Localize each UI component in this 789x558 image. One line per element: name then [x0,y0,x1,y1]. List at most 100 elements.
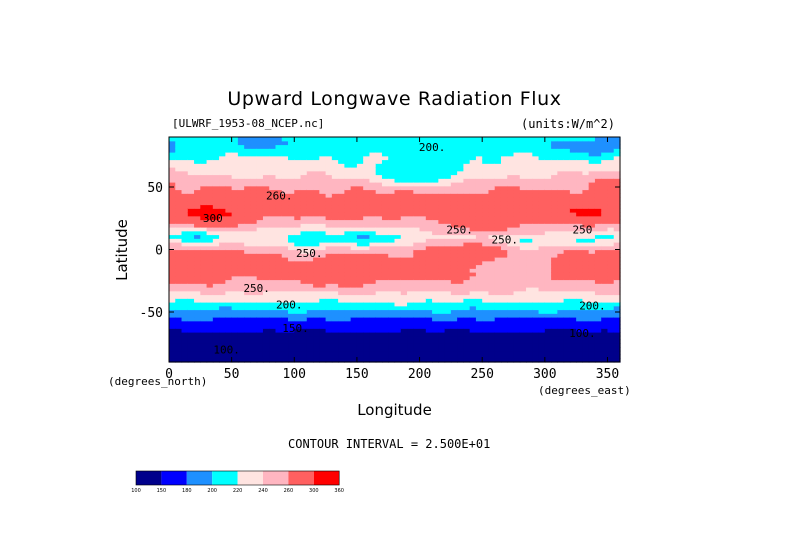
heatmap-cell [457,257,465,262]
heatmap-cell [538,268,546,273]
heatmap-cell [582,170,590,176]
heatmap-cell [488,193,496,198]
heatmap-cell [381,275,389,281]
heatmap-cell [526,137,533,142]
heatmap-cell [607,313,615,318]
heatmap-cell [194,238,201,243]
heatmap-cell [200,253,208,258]
heatmap-cell [269,215,277,221]
heatmap-cell [363,275,371,281]
heatmap-cell [225,227,233,232]
heatmap-cell [613,358,621,363]
heatmap-cell [187,155,195,161]
heatmap-cell [281,354,289,359]
heatmap-cell [576,343,584,348]
heatmap-cell [413,343,421,348]
heatmap-cell [413,204,421,209]
heatmap-cell [394,140,402,146]
heatmap-cell [526,242,533,247]
heatmap-cell [482,358,490,363]
heatmap-cell [363,219,371,224]
heatmap-cell [356,230,364,236]
heatmap-cell [275,264,283,269]
heatmap-cell [331,223,339,228]
heatmap-cell [231,212,239,217]
heatmap-cell [338,249,345,254]
heatmap-cell [200,230,208,236]
heatmap-cell [206,339,214,344]
heatmap-cell [519,290,527,296]
heatmap-cell [269,148,277,153]
heatmap-cell [551,354,558,359]
colorbar-label: 300 [309,488,319,494]
heatmap-cell [338,208,345,213]
heatmap-cell [407,260,414,266]
heatmap-cell [356,163,364,168]
heatmap-cell [513,264,521,269]
heatmap-cell [438,320,446,326]
heatmap-cell [482,317,490,322]
heatmap-cell [513,159,521,164]
heatmap-cell [419,223,427,228]
heatmap-cell [194,227,201,232]
heatmap-cell [344,320,352,326]
heatmap-cell [175,137,183,142]
heatmap-cell [169,305,176,311]
heatmap-cell [400,204,408,209]
heatmap-cell [469,305,477,311]
heatmap-cell [475,197,483,202]
heatmap-cell [338,294,345,299]
heatmap-cell [363,189,371,194]
heatmap-cell [175,167,183,172]
heatmap-cell [219,185,226,191]
heatmap-cell [281,227,289,232]
heatmap-cell [576,290,584,296]
heatmap-cell [594,167,602,172]
heatmap-cell [187,279,195,284]
heatmap-cell [281,272,289,277]
heatmap-cell [557,152,565,157]
heatmap-cell [194,204,201,209]
heatmap-cell [594,305,602,311]
heatmap-cell [212,320,220,326]
heatmap-cell [281,283,289,288]
heatmap-cell [438,253,446,258]
heatmap-cell [344,260,352,266]
heatmap-cell [557,170,565,176]
heatmap-cell [275,152,283,157]
heatmap-cell [532,140,540,146]
heatmap-cell [344,223,352,228]
heatmap-cell [475,238,483,243]
heatmap-cell [500,140,508,146]
heatmap-cell [582,287,590,292]
heatmap-cell [488,350,496,356]
heatmap-cell [187,350,195,356]
heatmap-cell [563,212,571,217]
heatmap-cell [482,294,490,299]
heatmap-cell [394,335,402,341]
heatmap-cell [319,313,327,318]
heatmap-cell [551,193,558,198]
heatmap-cell [269,174,277,179]
heatmap-cell [306,272,314,277]
heatmap-cell [262,223,270,228]
heatmap-cell [269,290,277,296]
heatmap-cell [375,219,383,224]
heatmap-cell [551,347,558,352]
heatmap-cell [507,230,515,236]
heatmap-cell [444,335,452,341]
heatmap-cell [325,212,333,217]
heatmap-cell [375,144,383,149]
heatmap-cell [413,253,421,258]
heatmap-cell [350,144,358,149]
heatmap-cell [206,309,214,314]
heatmap-cell [356,185,364,191]
heatmap-cell [281,178,289,183]
heatmap-cell [576,264,584,269]
heatmap-cell [375,137,383,142]
heatmap-cell [237,182,245,187]
heatmap-cell [388,148,396,153]
heatmap-cell [532,163,540,168]
heatmap-cell [313,253,320,258]
heatmap-cell [425,204,433,209]
